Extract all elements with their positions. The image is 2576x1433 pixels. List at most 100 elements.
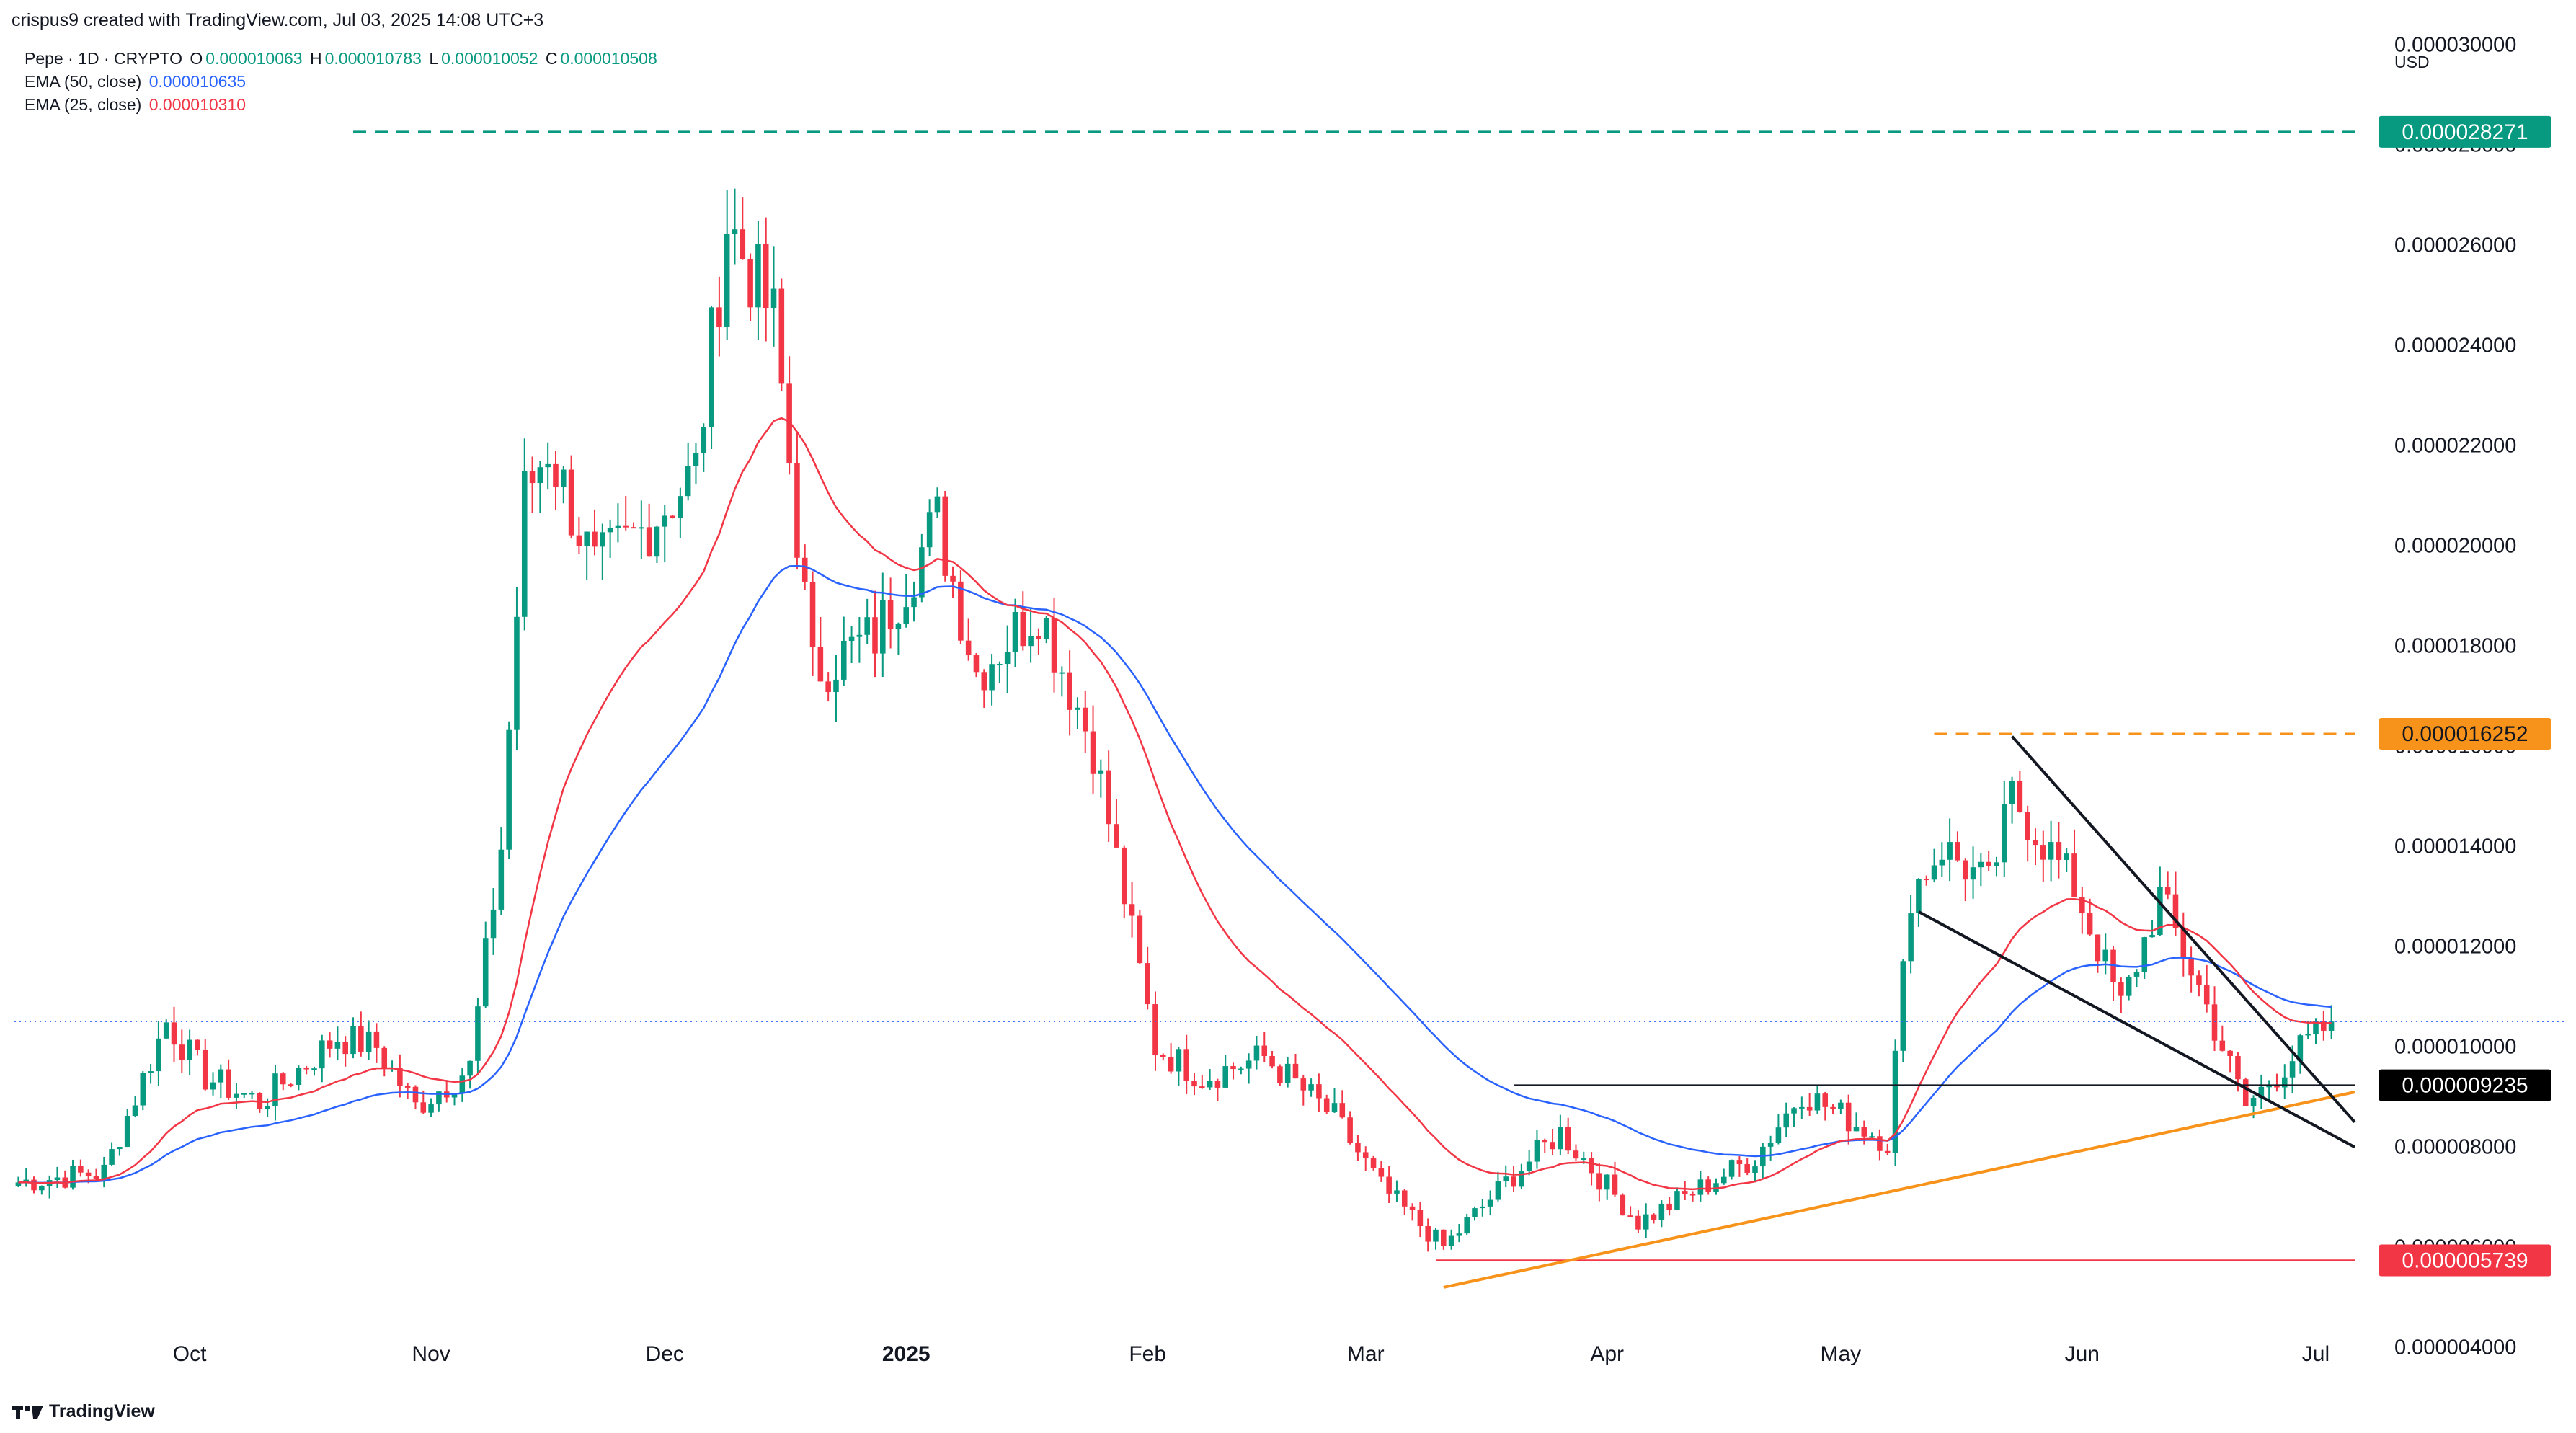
candle-body xyxy=(607,528,613,533)
candle-body xyxy=(662,515,668,527)
candle-body xyxy=(1245,1060,1252,1069)
candle-body xyxy=(560,469,567,487)
candle-body xyxy=(685,465,691,497)
candle-body xyxy=(1643,1214,1649,1230)
candle-body xyxy=(1775,1127,1782,1143)
ema50-legend[interactable]: EMA (50, close) 0.000010635 xyxy=(25,72,249,92)
candle-body xyxy=(2064,853,2069,860)
candle-body xyxy=(2227,1050,2233,1057)
candle-body xyxy=(965,640,972,656)
price-mark-badge xyxy=(2379,1069,2551,1101)
trend-line[interactable] xyxy=(1443,1091,2355,1289)
candle-body xyxy=(1674,1191,1680,1210)
candle-body xyxy=(880,600,886,654)
candle-body xyxy=(397,1068,403,1086)
candle-body xyxy=(1456,1233,1462,1236)
candle-body xyxy=(1955,842,1960,861)
ema25-label: EMA (25, close) xyxy=(25,95,142,114)
candle-body xyxy=(732,229,738,234)
ema25-legend[interactable]: EMA (25, close) 0.000010310 xyxy=(25,95,249,115)
candle-body xyxy=(117,1147,123,1150)
candle-body xyxy=(919,547,925,598)
candle-body xyxy=(1822,1093,1829,1107)
candle-body xyxy=(576,535,582,546)
candle-body xyxy=(872,617,878,654)
candle-body xyxy=(1098,770,1104,774)
x-tick-label: Apr xyxy=(1590,1342,1624,1366)
candle-body xyxy=(2321,1021,2327,1031)
candle-body xyxy=(1799,1106,1805,1109)
candle-body xyxy=(1277,1066,1283,1083)
candle-body xyxy=(2017,780,2023,812)
high-label: H xyxy=(310,49,322,68)
candle-body xyxy=(195,1039,200,1050)
candle-body xyxy=(2281,1077,2288,1088)
candle-body xyxy=(2180,928,2187,958)
y-tick-label: 0.000004000 xyxy=(2394,1336,2516,1359)
candle-body xyxy=(1558,1127,1563,1150)
candle-body xyxy=(895,624,902,629)
candle-body xyxy=(1534,1140,1540,1162)
low-label: L xyxy=(429,49,439,68)
open-value: 0.000010063 xyxy=(205,49,303,68)
candle-body xyxy=(1970,867,1976,880)
candle-body xyxy=(226,1069,231,1098)
candle-body xyxy=(218,1069,224,1083)
candle-body xyxy=(2025,812,2030,840)
candle-body xyxy=(740,229,746,259)
candle-body xyxy=(234,1093,239,1098)
symbol-label[interactable]: Pepe · 1D · CRYPTO xyxy=(25,49,183,68)
candle-body xyxy=(693,453,699,466)
candle-body xyxy=(716,307,722,327)
trend-line[interactable] xyxy=(2011,735,2356,1124)
candle-body xyxy=(101,1164,107,1179)
candle-body xyxy=(848,636,855,642)
candle-body xyxy=(958,581,964,641)
candle-body xyxy=(615,525,621,528)
close-label: C xyxy=(545,49,558,68)
candle-body xyxy=(1511,1176,1516,1187)
candle-body xyxy=(1783,1113,1790,1128)
candle-body xyxy=(70,1166,76,1188)
candle-body xyxy=(1791,1108,1797,1114)
candle-body xyxy=(934,496,941,513)
ema25-value: 0.000010310 xyxy=(148,95,247,114)
candle-body xyxy=(365,1031,372,1052)
candle-body xyxy=(646,527,652,557)
y-tick-label: 0.000020000 xyxy=(2394,535,2516,558)
x-tick-label: Jun xyxy=(2065,1342,2100,1366)
candle-body xyxy=(1581,1158,1587,1161)
candle-body xyxy=(1323,1098,1330,1112)
candle-body xyxy=(2196,975,2202,985)
candle-body xyxy=(1090,731,1096,774)
candle-body xyxy=(1362,1152,1369,1159)
x-tick-label: May xyxy=(1821,1342,1862,1366)
candle-body xyxy=(755,244,761,308)
candle-body xyxy=(1269,1056,1275,1067)
candle-body xyxy=(1316,1084,1322,1099)
candle-body xyxy=(1433,1229,1439,1242)
candle-body xyxy=(1339,1103,1346,1118)
candle-body xyxy=(639,527,644,529)
candle-body xyxy=(241,1093,247,1095)
candle-body xyxy=(1635,1215,1641,1230)
candle-body xyxy=(2141,937,2148,972)
candle-body xyxy=(428,1104,434,1113)
candle-body xyxy=(1425,1225,1431,1242)
price-mark-label: 0.000028271 xyxy=(2402,120,2528,144)
tradingview-brand: TradingView xyxy=(49,1401,155,1421)
candle-body xyxy=(85,1172,92,1176)
candle-body xyxy=(973,655,980,673)
candle-body xyxy=(1409,1206,1416,1210)
candle-body xyxy=(1986,861,1991,866)
trend-line[interactable] xyxy=(1917,910,2355,1149)
tradingview-footer[interactable]: TradingView xyxy=(12,1401,155,1422)
candle-body xyxy=(303,1068,309,1070)
candle-body xyxy=(1962,860,1968,880)
candle-body xyxy=(747,259,753,308)
candle-body xyxy=(1028,636,1034,647)
price-mark-badge xyxy=(2379,1244,2551,1277)
candle-body xyxy=(1480,1206,1485,1209)
candle-body xyxy=(1845,1102,1852,1132)
